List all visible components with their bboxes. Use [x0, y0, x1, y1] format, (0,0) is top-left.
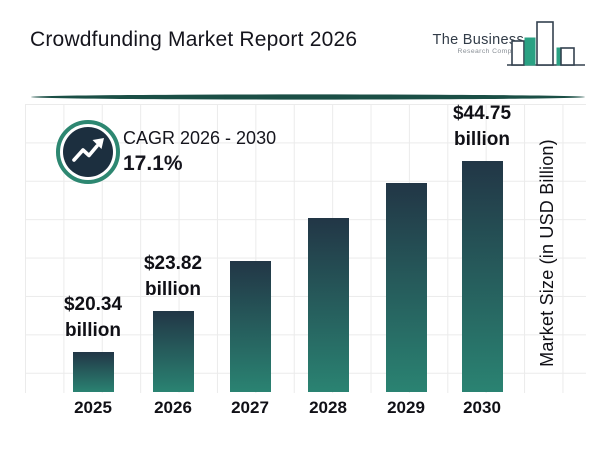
page-title: Crowdfunding Market Report 2026: [30, 28, 358, 51]
bar-2030: [461, 161, 503, 392]
x-tick-2026: 2026: [154, 398, 192, 417]
trending-up-arrow-icon: [72, 138, 104, 162]
x-tick-2030: 2030: [463, 398, 501, 417]
divider-line: [31, 94, 585, 100]
x-tick-2025: 2025: [74, 398, 112, 417]
x-tick-2027: 2027: [231, 398, 269, 417]
bar-2027: [229, 261, 271, 392]
cagr-label: CAGR 2026 - 2030: [123, 128, 277, 148]
cagr-badge: [56, 120, 120, 184]
logo-company-name: The Business: [432, 32, 524, 48]
bar-2025: [72, 352, 114, 392]
cagr-badge-circle: [63, 127, 113, 177]
logo-tagline: Research Company: [457, 48, 524, 55]
y-axis-label: Market Size (in USD Billion): [537, 139, 557, 367]
x-tick-2029: 2029: [387, 398, 425, 417]
value-label-2030: $44.75 billion: [452, 103, 512, 150]
cagr-value: 17.1%: [123, 152, 183, 175]
company-logo: The Business Research Company: [422, 20, 586, 74]
x-tick-2028: 2028: [309, 398, 347, 417]
bar-2029: [385, 183, 427, 392]
logo-text: The Business Research Company: [422, 33, 524, 56]
value-label-2026: $23.82 billion: [143, 253, 203, 300]
bar-2026: [152, 311, 194, 392]
value-label-2025: $20.34 billion: [63, 294, 123, 341]
skyline-bars-icon: [507, 21, 585, 66]
bar-2028: [307, 218, 349, 392]
